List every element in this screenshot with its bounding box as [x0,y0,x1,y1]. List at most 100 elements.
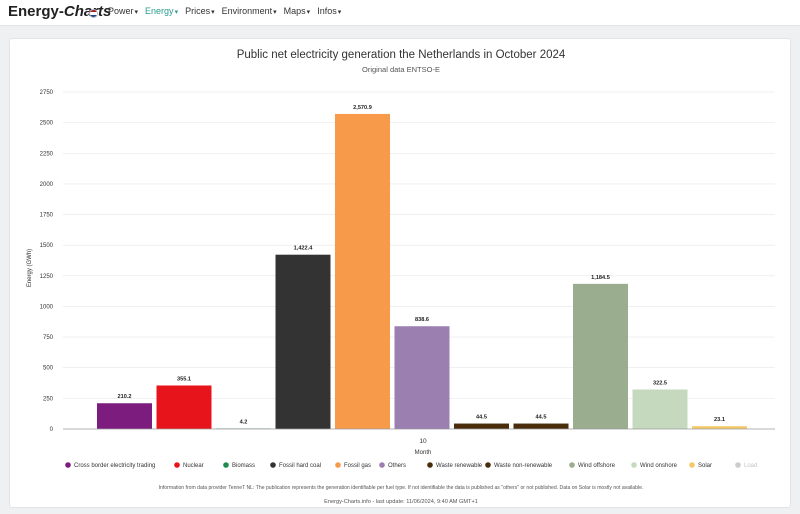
bar-cross-border-electricity-trading[interactable] [97,403,152,429]
x-category-label: 10 [419,438,427,445]
bar-others[interactable] [394,326,450,429]
bar-chart: Public net electricity generation the Ne… [27,49,775,505]
legend-dot-icon [335,462,341,468]
bar-value-label: 210.2 [118,394,132,400]
legend-label: Biomass [232,463,255,469]
bar-fossil-hard-coal[interactable] [275,254,331,429]
bar-value-label: 2,570.9 [353,105,372,111]
bar-wind-onshore[interactable] [632,389,688,429]
legend-label: Wind onshore [640,463,678,469]
nav-item-power[interactable]: Power▾ [108,6,138,16]
chart-title: Public net electricity generation the Ne… [237,49,566,61]
legend-item-nuclear[interactable]: Nuclear [174,462,204,469]
bar-waste-renewable[interactable] [454,423,509,429]
legend-item-cross-border-electricity-trading[interactable]: Cross border electricity trading [65,462,155,469]
bar-fossil-gas[interactable] [335,113,390,430]
bars [97,113,747,430]
y-tick-label: 500 [43,366,54,372]
flag-stripe-blue [90,14,97,17]
nav-item-prices[interactable]: Prices▾ [185,6,215,16]
legend-item-solar[interactable]: Solar [689,462,712,469]
nav-item-label: Energy [145,6,174,16]
legend-item-wind-offshore[interactable]: Wind offshore [569,462,616,469]
chart-subtitle: Original data ENTSO-E [362,65,440,74]
legend-dot-icon [270,462,276,468]
flag-stripe-red [90,10,97,13]
legend-label: Load [744,463,757,469]
y-tick-label: 0 [50,427,54,433]
main-menu: Power▾ Energy▾ Prices▾ Environment▾ Maps▾ Inf… [108,6,348,16]
bar-waste-non-renewable[interactable] [513,423,569,429]
credit-line: Energy-Charts.info - last update: 11/06/… [324,499,478,505]
legend-item-others[interactable]: Others [379,462,406,469]
bar-solar[interactable] [692,426,747,429]
bar-nuclear[interactable] [156,385,212,429]
legend-label: Fossil hard coal [279,463,321,469]
chevron-down-icon: ▾ [174,9,179,16]
legend-dot-icon [485,462,491,468]
legend-label: Wind offshore [578,463,616,469]
chevron-down-icon: ▾ [273,9,277,16]
bar-value-label: 838.6 [415,317,429,323]
legend-dot-icon [223,462,229,468]
bar-value-label: 23.1 [714,417,725,423]
y-tick-label: 2500 [40,121,54,127]
y-tick-label: 1750 [40,213,54,219]
nav-item-infos[interactable]: Infos▾ [317,6,341,16]
y-tick-label: 250 [43,396,54,402]
legend-item-wind-onshore[interactable]: Wind onshore [631,462,678,469]
bar-wind-offshore[interactable] [573,283,628,429]
bar-value-label: 1,422.4 [294,246,314,252]
bar-data-labels: 210.2 355.1 4.2 1,422.4 2,570.9 838.6 44.5 44.5… [118,105,725,426]
legend-dot-icon [631,462,637,468]
bar-value-label: 44.5 [536,415,547,421]
legend-label: Solar [698,463,712,469]
legend-dot-icon [174,462,180,468]
netherlands-flag-icon[interactable] [89,9,98,18]
legend-dot-icon [735,462,741,468]
legend-label: Cross border electricity trading [74,463,155,469]
y-axis-ticks: 0 250 500 750 1000 1250 1500 1750 2000 2250 2500 27… [40,90,54,433]
brand-name-part2: Charts [63,3,112,20]
legend-label: Waste renewable [436,463,483,469]
legend-label: Nuclear [183,463,204,469]
chevron-down-icon: ▾ [337,9,342,16]
top-navbar: Energy-Charts Power▾ Energy▾ Prices▾ Enviro… [0,0,800,26]
footnote: Information from data provider TenneT NL… [159,485,644,491]
y-tick-label: 1250 [40,274,54,280]
legend-dot-icon [379,462,385,468]
nav-item-maps[interactable]: Maps▾ [284,6,311,16]
legend-label: Fossil gas [344,463,371,469]
legend-item-waste-renewable[interactable]: Waste renewable [427,462,483,469]
legend-dot-icon [689,462,695,468]
y-tick-label: 1000 [40,304,54,310]
nav-item-energy[interactable]: Energy▾ [145,6,178,16]
legend-item-fossil-hard-coal[interactable]: Fossil hard coal [270,462,321,469]
bar-value-label: 44.5 [476,415,487,421]
legend-item-biomass[interactable]: Biomass [223,462,255,469]
nav-item-label: Infos [317,6,337,16]
nav-item-environment[interactable]: Environment▾ [222,6,277,16]
nav-item-label: Environment [221,6,273,16]
legend-item-load[interactable]: Load [735,462,757,469]
nav-item-label: Prices [185,6,211,16]
nav-item-label: Power [108,6,134,16]
legend-label: Waste non-renewable [494,463,553,469]
chevron-down-icon: ▾ [306,9,311,16]
brand-name-part1: Energy- [8,3,64,20]
legend-item-waste-non-renewable[interactable]: Waste non-renewable [485,462,553,469]
x-axis-label: Month [415,450,432,456]
brand-logo[interactable]: Energy-Charts [8,3,111,20]
legend: Cross border electricity trading Nuclear B… [65,462,757,469]
bar-value-label: 4.2 [240,419,248,425]
bar-value-label: 355.1 [177,376,191,382]
chart-card: Public net electricity generation the Ne… [9,38,791,508]
nav-item-label: Maps [283,6,306,16]
bar-value-label: 1,184.5 [591,275,610,281]
y-tick-label: 2750 [40,90,54,96]
y-tick-label: 750 [43,335,54,341]
legend-dot-icon [427,462,433,468]
legend-dot-icon [65,462,71,468]
chevron-down-icon: ▾ [134,9,139,16]
legend-item-fossil-gas[interactable]: Fossil gas [335,462,371,469]
